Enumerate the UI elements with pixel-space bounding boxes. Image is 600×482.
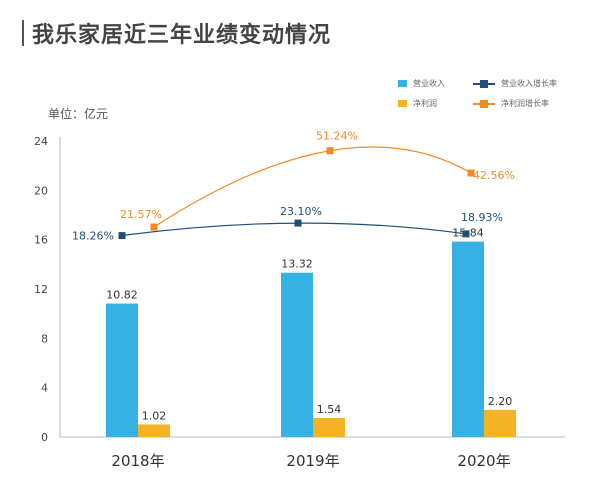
legend-label: 营业收入	[413, 79, 445, 88]
bar-profit	[138, 424, 170, 437]
legend-item-revenue: 营业收入	[398, 78, 445, 89]
data-label: 42.56%	[473, 169, 515, 182]
data-label: 2.20	[488, 395, 513, 408]
y-tick-label: 20	[34, 184, 48, 197]
legend-item-revenue-growth: 营业收入增长率	[473, 78, 557, 89]
bar-profit	[484, 409, 516, 437]
bar-revenue	[106, 303, 138, 437]
bar-profit	[313, 418, 345, 437]
title-accent-bar	[22, 20, 24, 46]
legend-swatch	[398, 100, 407, 107]
chart-title: 我乐家居近三年业绩变动情况	[32, 23, 332, 48]
x-tick-label: 2018年	[111, 452, 164, 470]
line-revenue-growth	[121, 222, 467, 237]
line-marker	[118, 232, 126, 240]
data-label: 1.54	[317, 403, 342, 416]
line-marker	[294, 219, 302, 227]
data-label: 51.24%	[316, 130, 358, 143]
y-tick-label: 16	[34, 234, 48, 247]
legend-item-profit-growth: 净利润增长率	[473, 98, 549, 109]
y-tick-label: 0	[41, 431, 48, 444]
y-tick-label: 4	[41, 382, 48, 395]
data-label: 23.10%	[280, 205, 322, 218]
data-label: 18.26%	[72, 230, 114, 243]
line-marker	[467, 169, 475, 177]
data-label: 10.82	[106, 289, 138, 302]
data-label: 18.93%	[461, 211, 503, 224]
line-marker	[150, 223, 158, 231]
x-tick-label: 2020年	[457, 452, 510, 470]
line-marker	[462, 230, 470, 238]
legend-line	[473, 79, 495, 88]
bar-revenue	[452, 241, 484, 437]
data-label: 13.32	[281, 258, 313, 271]
line-marker	[326, 147, 334, 155]
legend-label: 净利润	[413, 99, 437, 108]
bar-revenue	[281, 272, 313, 437]
legend-swatch	[398, 80, 407, 87]
legend-line	[473, 99, 495, 108]
legend-label: 净利润增长率	[501, 99, 549, 108]
legend-label: 营业收入增长率	[501, 79, 557, 88]
x-tick-label: 2019年	[286, 452, 339, 470]
legend-item-profit: 净利润	[398, 98, 437, 109]
y-tick-label: 8	[41, 332, 48, 345]
data-label: 21.57%	[120, 208, 162, 221]
y-tick-label: 24	[34, 135, 48, 148]
unit-label: 单位：亿元	[48, 107, 109, 121]
y-tick-label: 12	[34, 283, 48, 296]
data-label: 1.02	[142, 409, 167, 422]
